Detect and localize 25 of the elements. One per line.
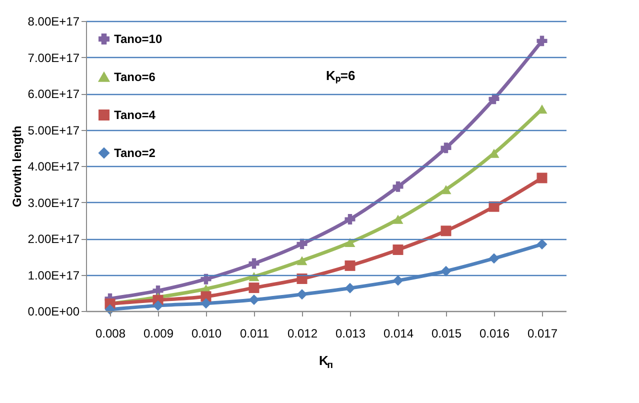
y-axis-title: Growth length: [10, 126, 24, 208]
legend-label: Tano=4: [114, 108, 156, 122]
annotation: Kₚ=6: [326, 68, 356, 84]
x-tick-label: 0.017: [527, 326, 558, 340]
x-tick-label: 0.015: [431, 326, 462, 340]
legend-label: Tano=10: [114, 32, 162, 46]
x-tick-label: 0.012: [287, 326, 318, 340]
x-tick-label: 0.016: [479, 326, 510, 340]
x-tick-label: 0.014: [383, 326, 414, 340]
y-tick-label: 7.00E+17: [28, 50, 80, 65]
x-tick-label: 0.008: [95, 326, 126, 340]
x-tick-label: 0.009: [143, 326, 174, 340]
y-tick-label: 0.00E+00: [28, 304, 80, 318]
y-tick-label: 6.00E+17: [28, 87, 80, 101]
y-tick-label: 8.00E+17: [28, 14, 80, 28]
x-tick-label: 0.010: [191, 326, 222, 340]
y-tick-label: 1.00E+17: [28, 268, 80, 282]
y-tick-label: 2.00E+17: [28, 232, 80, 246]
x-tick-label: 0.011: [240, 326, 270, 340]
x-tick-label: 0.013: [335, 326, 366, 340]
y-tick-label: 5.00E+17: [28, 123, 80, 138]
y-tick-label: 4.00E+17: [28, 160, 80, 174]
y-tick-label: 3.00E+17: [28, 196, 80, 210]
legend-label: Tano=6: [114, 70, 156, 84]
legend-label: Tano=2: [114, 146, 156, 160]
